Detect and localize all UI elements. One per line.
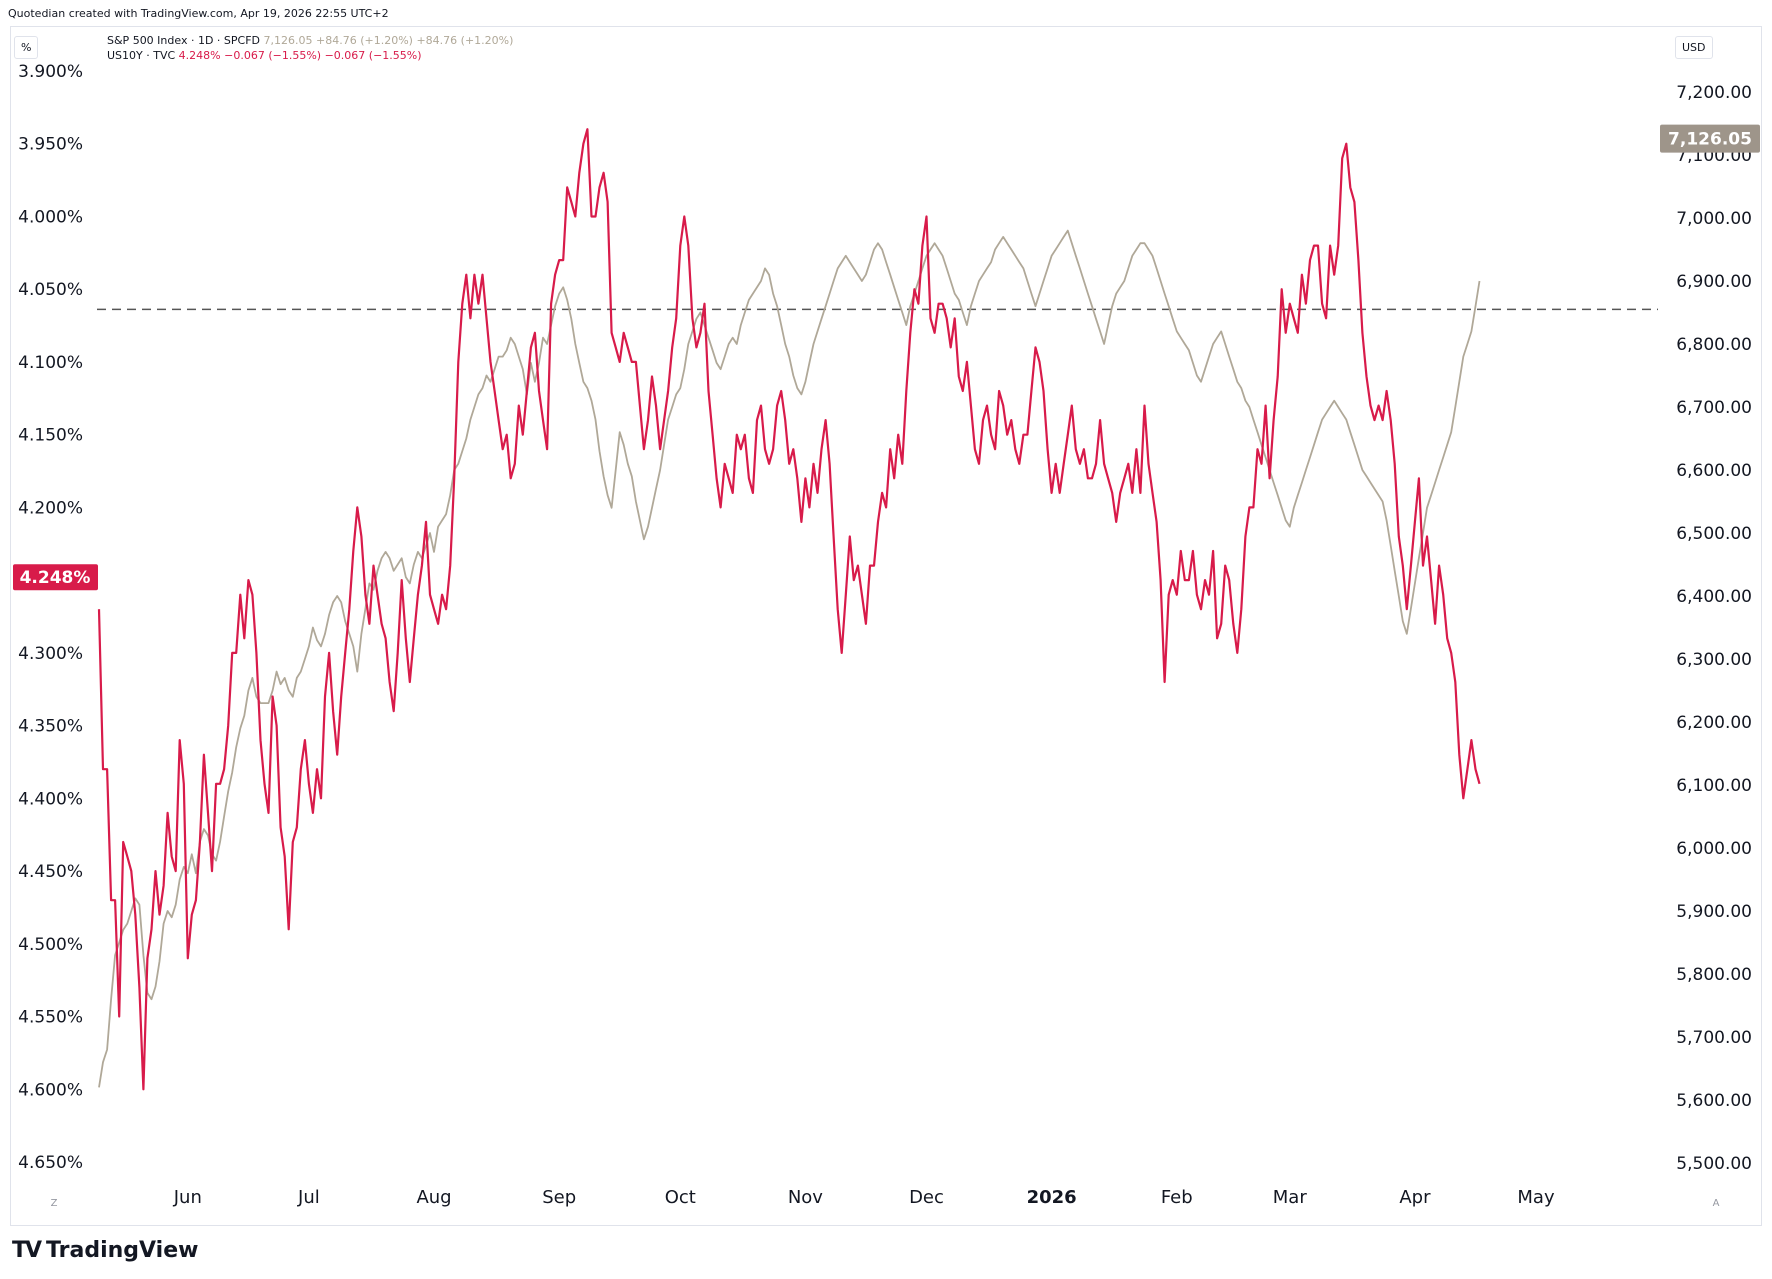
- legend-spx-value: 7,126.05: [263, 34, 313, 47]
- left-axis-tick-label: 4.350%: [18, 717, 83, 737]
- x-axis-tick-label: May: [1517, 1187, 1555, 1208]
- right-axis-tick-label: 5,500.00: [1676, 1154, 1752, 1174]
- legend-spx-name: S&P 500 Index · 1D · SPCFD: [107, 34, 261, 47]
- tradingview-logo[interactable]: TV TradingView: [12, 1238, 198, 1263]
- left-axis: 3.900% 3.950% 4.000% 4.050% 4.100% 4.150% 4.20…: [18, 62, 83, 1173]
- right-axis-tick-label: 6,400.00: [1676, 587, 1752, 607]
- left-axis-tick-label: 4.600%: [18, 1080, 83, 1100]
- right-corner-label: A: [1713, 1198, 1720, 1209]
- left-axis-tick-label: 4.650%: [18, 1153, 83, 1173]
- left-axis-tick-label: 4.050%: [18, 280, 83, 300]
- left-axis-tick-label: 3.900%: [18, 62, 83, 82]
- legend: S&P 500 Index · 1D · SPCFD 7,126.05 +84.…: [107, 33, 513, 63]
- left-corner-label: Z: [51, 1198, 58, 1209]
- right-unit-label[interactable]: USD: [1675, 36, 1713, 59]
- legend-us10y-value: 4.248%: [178, 49, 221, 62]
- us10y-series-line: [97, 128, 1481, 1091]
- x-axis-tick-label: Oct: [665, 1187, 696, 1208]
- left-axis-tick-label: 3.950%: [18, 135, 83, 155]
- x-axis-tick-label: Jul: [297, 1187, 320, 1208]
- right-axis-tick-label: 5,800.00: [1676, 965, 1752, 985]
- x-axis-tick-label: Feb: [1161, 1187, 1193, 1208]
- x-axis: Jun Jul Aug Sep Oct Nov Dec 2026 Feb Mar Apr May Z A: [51, 1187, 1720, 1209]
- left-axis-tick-label: 4.200%: [18, 498, 83, 518]
- right-axis-tick-label: 6,100.00: [1676, 776, 1752, 796]
- legend-us10y[interactable]: US10Y · TVC 4.248% −0.067 (−1.55%) −0.06…: [107, 48, 513, 63]
- us10y-last-value-label: 4.248%: [20, 568, 91, 588]
- tradingview-logo-mark: TV: [12, 1238, 42, 1263]
- right-axis-tick-label: 6,500.00: [1676, 524, 1752, 544]
- left-axis-tick-label: 4.100%: [18, 353, 83, 373]
- series-layer: [97, 128, 1481, 1091]
- left-axis-tick-label: 4.300%: [18, 644, 83, 664]
- right-axis-tick-label: 7,200.00: [1676, 83, 1752, 103]
- right-axis-tick-label: 5,900.00: [1676, 902, 1752, 922]
- legend-spx-change2: +84.76 (+1.20%): [416, 34, 514, 47]
- left-axis-tick-label: 4.500%: [18, 935, 83, 955]
- right-axis-tick-label: 7,000.00: [1676, 209, 1752, 229]
- legend-us10y-change: −0.067 (−1.55%): [224, 49, 322, 62]
- tradingview-logo-text: TradingView: [46, 1238, 199, 1263]
- left-unit-label[interactable]: %: [14, 36, 39, 59]
- right-axis-tick-label: 6,700.00: [1676, 398, 1752, 418]
- legend-us10y-name: US10Y · TVC: [107, 49, 176, 62]
- legend-spx[interactable]: S&P 500 Index · 1D · SPCFD 7,126.05 +84.…: [107, 33, 513, 48]
- right-axis-tick-label: 6,300.00: [1676, 650, 1752, 670]
- left-axis-tick-label: 4.550%: [18, 1008, 83, 1028]
- us10y-last-value-badge: [13, 564, 98, 591]
- right-axis-tick-label: 6,000.00: [1676, 839, 1752, 859]
- legend-us10y-change2: −0.067 (−1.55%): [324, 49, 422, 62]
- x-axis-tick-label: Apr: [1399, 1187, 1431, 1208]
- legend-spx-change: +84.76 (+1.20%): [316, 34, 413, 47]
- spx-last-value-badge: [1660, 124, 1760, 153]
- x-axis-tick-label: Nov: [788, 1187, 823, 1208]
- right-axis-tick-label: 6,600.00: [1676, 461, 1752, 481]
- last-value-badges: 4.248% 7,126.05: [13, 124, 1760, 591]
- chart-frame: [10, 26, 1762, 1226]
- spx-series-line: [98, 229, 1481, 1088]
- x-axis-tick-label: Sep: [542, 1187, 576, 1208]
- header-caption: Quotedian created with TradingView.com, …: [8, 7, 389, 20]
- spx-last-value-label: 7,126.05: [1668, 130, 1752, 150]
- right-axis-tick-label: 6,900.00: [1676, 272, 1752, 292]
- left-axis-tick-label: 4.000%: [18, 207, 83, 227]
- x-axis-tick-label: Dec: [909, 1187, 944, 1208]
- x-axis-tick-label: Mar: [1273, 1187, 1308, 1208]
- x-axis-tick-label: Aug: [416, 1187, 451, 1208]
- left-axis-tick-label: 4.150%: [18, 426, 83, 446]
- right-axis-tick-label: 6,800.00: [1676, 335, 1752, 355]
- x-axis-tick-label: Jun: [173, 1187, 202, 1208]
- right-axis-tick-label: 6,200.00: [1676, 713, 1752, 733]
- left-axis-tick-label: 4.450%: [18, 862, 83, 882]
- right-axis-tick-label: 5,600.00: [1676, 1091, 1752, 1111]
- left-axis-tick-label: 4.400%: [18, 789, 83, 809]
- x-axis-tick-label: 2026: [1027, 1187, 1077, 1208]
- right-axis: 5,500.00 5,600.00 5,700.00 5,800.00 5,900.00…: [1676, 83, 1752, 1174]
- right-axis-tick-label: 5,700.00: [1676, 1028, 1752, 1048]
